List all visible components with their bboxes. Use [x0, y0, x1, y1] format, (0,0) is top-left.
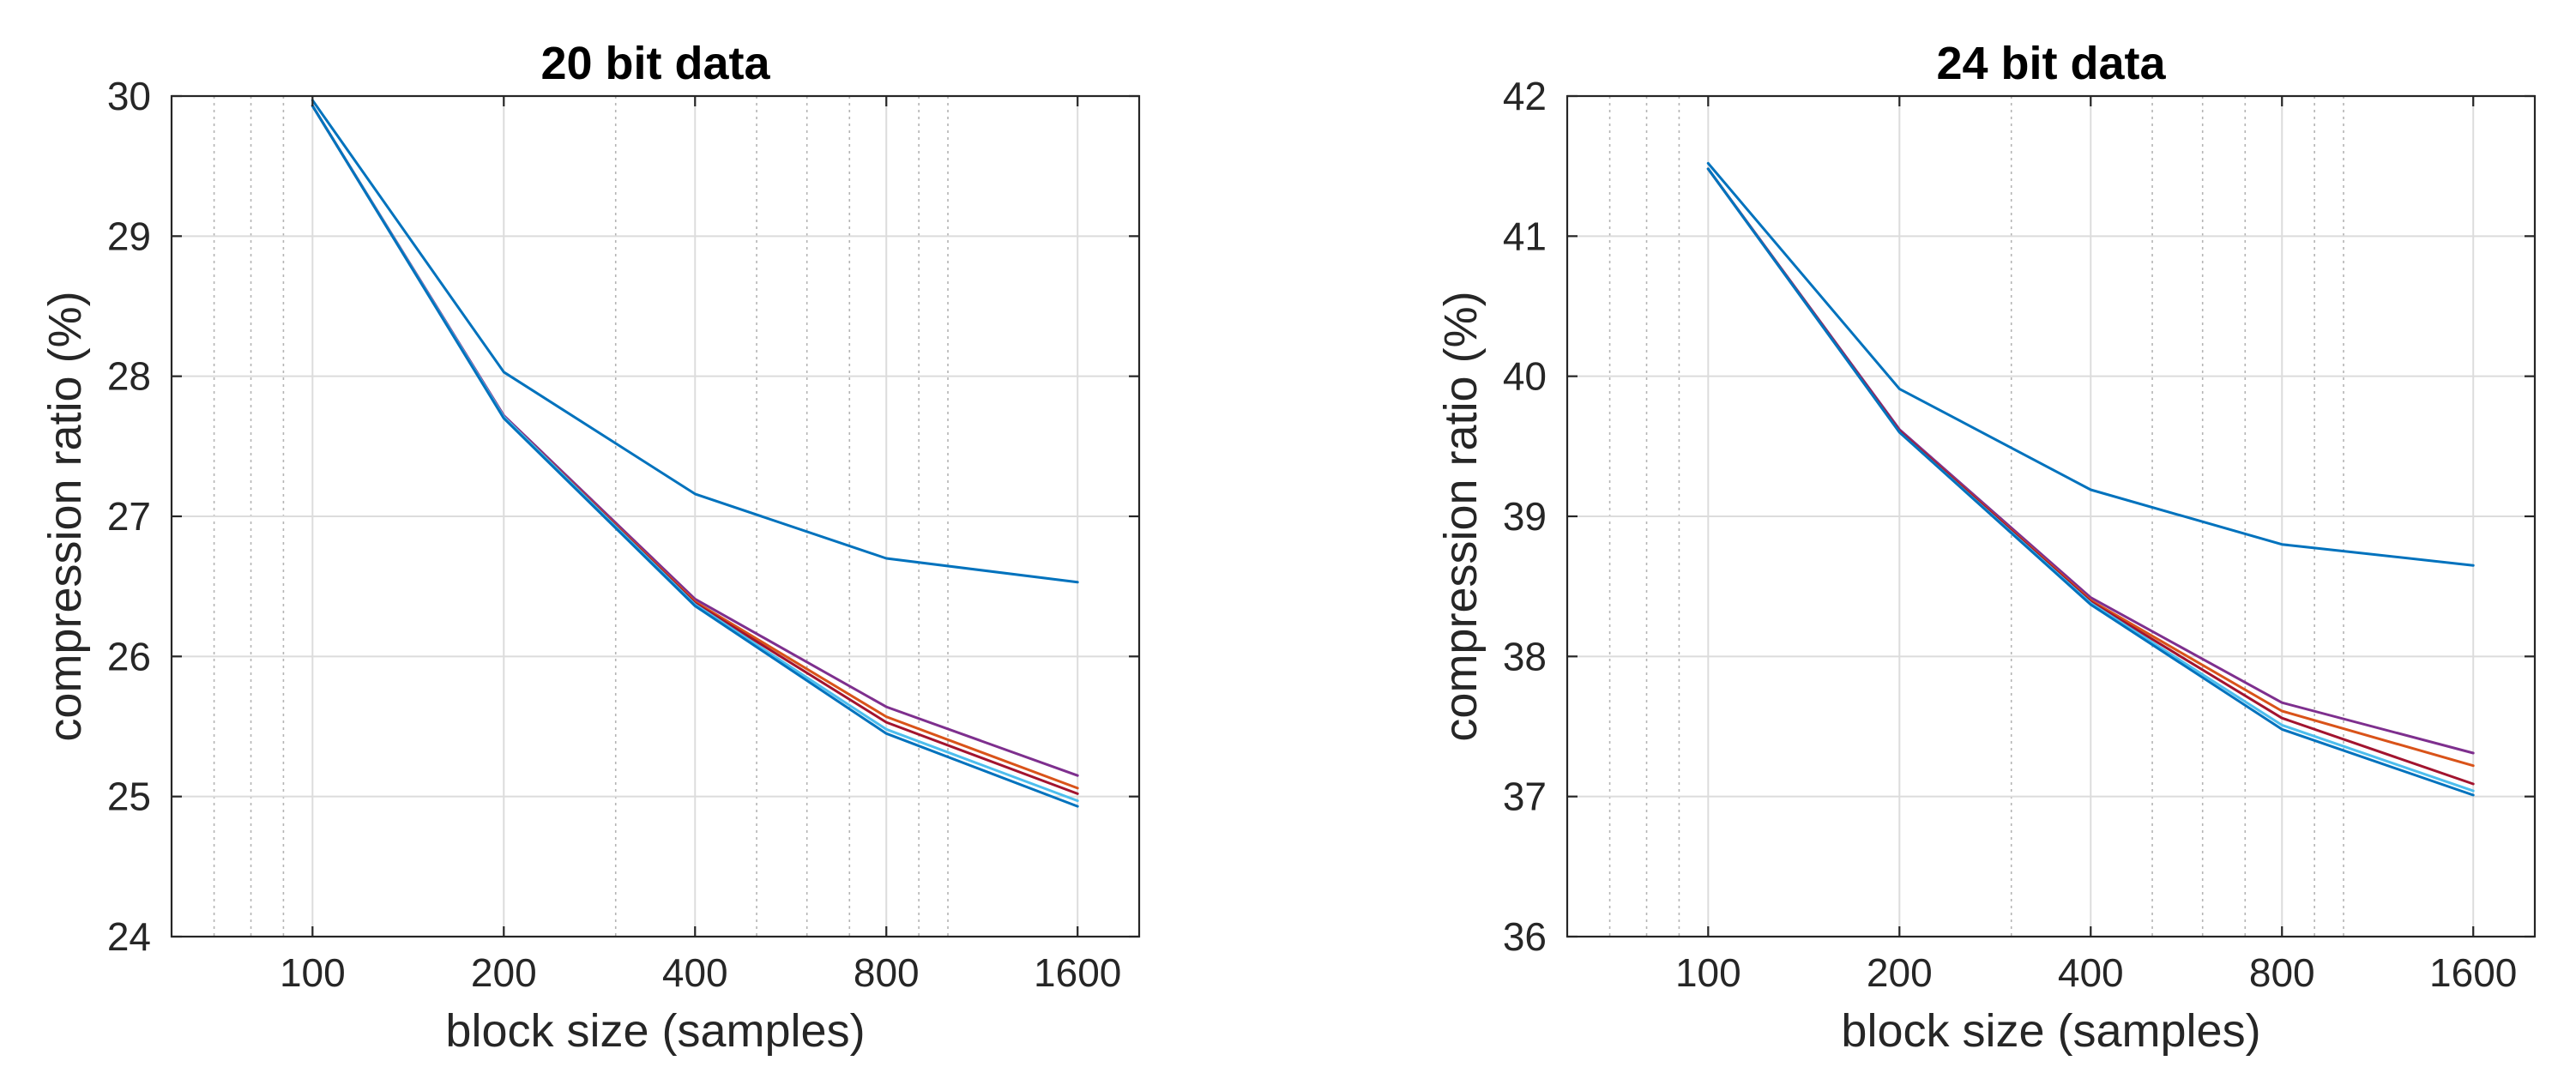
axes	[1566, 94, 2537, 938]
chart-title: 20 bit data	[540, 38, 770, 89]
y-tick-label: 27	[107, 494, 151, 539]
x-tick-label: 400	[2058, 950, 2124, 995]
axes	[170, 94, 1141, 938]
y-tick-label: 28	[107, 354, 151, 399]
y-tick-label: 39	[1503, 494, 1547, 539]
x-tick-label: 1600	[1034, 950, 1121, 995]
chart-24-bit-data: 24 bit data block size (samples) compres…	[1435, 38, 2537, 1057]
series-lines	[1706, 161, 2475, 797]
x-tick-label: 200	[471, 950, 537, 995]
series-line-1	[1706, 161, 2475, 567]
y-tick-label: 42	[1503, 74, 1547, 118]
x-tick-label: 400	[662, 950, 728, 995]
x-tick-label: 100	[280, 950, 346, 995]
x-tick-label: 800	[854, 950, 920, 995]
y-tick-label: 36	[1503, 914, 1547, 959]
x-axis-label: block size (samples)	[445, 1005, 865, 1057]
chart-title: 24 bit data	[1936, 38, 2166, 89]
y-tick-label: 40	[1503, 354, 1547, 399]
x-tick-label: 1600	[2429, 950, 2517, 995]
y-tick-label: 24	[107, 914, 151, 959]
y-axis-label: compression ratio (%)	[1435, 291, 1487, 741]
x-tick-label: 100	[1675, 950, 1741, 995]
series-line-6	[311, 104, 1079, 808]
series-lines	[311, 99, 1079, 808]
y-tick-label: 29	[107, 214, 151, 258]
y-tick-label: 25	[107, 775, 151, 819]
y-tick-label: 26	[107, 634, 151, 678]
series-line-6	[1706, 167, 2475, 797]
y-tick-label: 37	[1503, 775, 1547, 819]
y-tick-label: 41	[1503, 214, 1547, 258]
chart-20-bit-data: 20 bit data block size (samples) compres…	[39, 38, 1141, 1057]
tick-labels: 100 200 400 800 1600 24 25 26 27 28 29 30	[107, 74, 1122, 995]
series-line-1	[311, 99, 1079, 584]
x-tick-label: 200	[1867, 950, 1933, 995]
x-axis-label: block size (samples)	[1841, 1005, 2260, 1057]
tick-labels: 100 200 400 800 1600 36 37 38 39 40 41 42	[1503, 74, 2518, 995]
y-tick-label: 30	[107, 74, 151, 118]
y-tick-label: 38	[1503, 634, 1547, 678]
y-axis-label: compression ratio (%)	[39, 291, 91, 741]
x-tick-label: 800	[2249, 950, 2315, 995]
